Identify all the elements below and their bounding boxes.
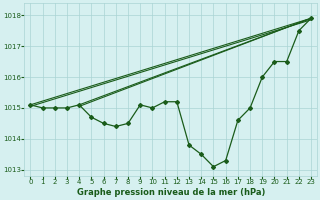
X-axis label: Graphe pression niveau de la mer (hPa): Graphe pression niveau de la mer (hPa) [76,188,265,197]
